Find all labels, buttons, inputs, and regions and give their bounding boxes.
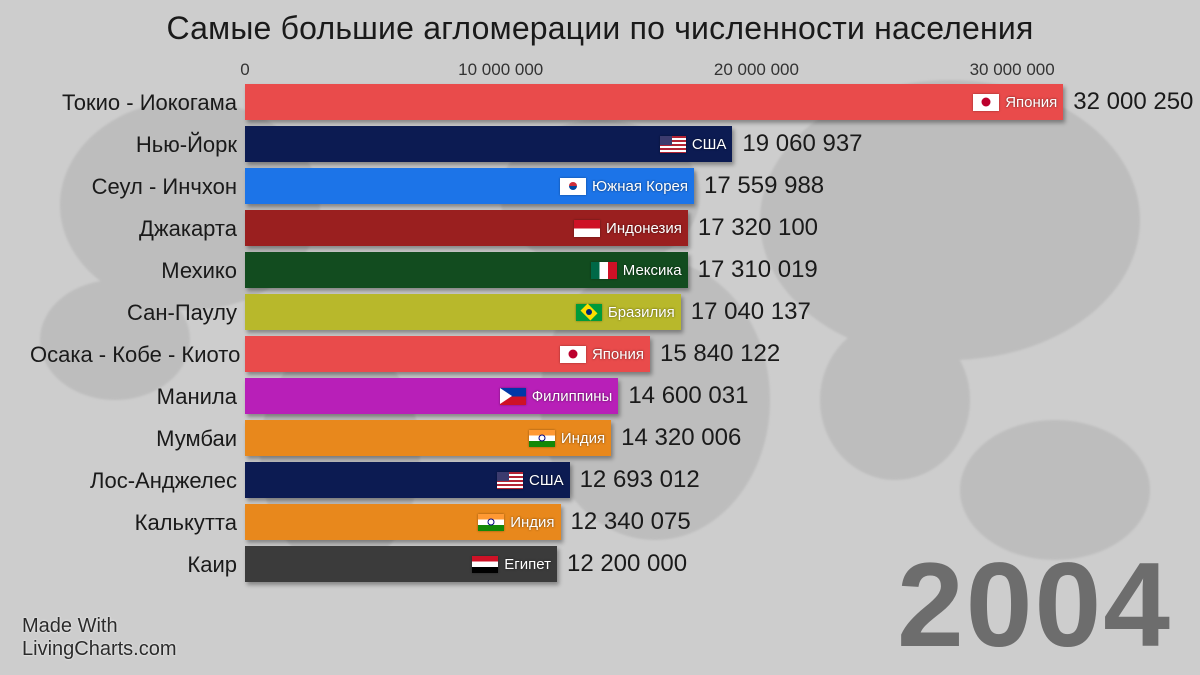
bar: Индия <box>245 504 561 540</box>
bar-row: Сан-Паулу Бразилия 17 040 137 <box>30 292 1140 334</box>
value-label: 17 320 100 <box>698 214 818 242</box>
br-flag-icon <box>576 304 602 321</box>
country-label: Филиппины <box>532 388 613 405</box>
city-label: Калькутта <box>30 510 245 536</box>
axis-tick: 20 000 000 <box>714 60 799 80</box>
bar-row: Токио - ИокогамаЯпония32 000 250 <box>30 82 1140 124</box>
bar-wrap: Япония 15 840 122 <box>245 334 1140 376</box>
bar-row: Нью-Йорк США 19 060 937 <box>30 124 1140 166</box>
city-label: Джакарта <box>30 216 245 242</box>
bar: Индонезия <box>245 210 688 246</box>
id-flag-icon <box>574 220 600 237</box>
axis-tick: 30 000 000 <box>970 60 1055 80</box>
eg-flag-icon <box>472 556 498 573</box>
bar-row: Мумбаи Индия 14 320 006 <box>30 418 1140 460</box>
bar-wrap: Мексика 17 310 019 <box>245 250 1140 292</box>
country-label: Индия <box>561 430 605 447</box>
ph-flag-icon <box>500 388 526 405</box>
bar: Япония <box>245 336 650 372</box>
country-label: Мексика <box>623 262 682 279</box>
bar: США <box>245 462 570 498</box>
value-label: 12 693 012 <box>580 466 700 494</box>
in-flag-icon <box>529 430 555 447</box>
us-flag-icon <box>660 136 686 153</box>
axis-tick: 0 <box>240 60 249 80</box>
value-label: 15 840 122 <box>660 340 780 368</box>
bar-wrap: США 19 060 937 <box>245 124 1140 166</box>
bar: Индия <box>245 420 611 456</box>
watermark: Made With LivingCharts.com <box>22 615 177 661</box>
bar: Бразилия <box>245 294 681 330</box>
country-label: Южная Корея <box>592 178 688 195</box>
bar-wrap: Бразилия 17 040 137 <box>245 292 1140 334</box>
value-label: 12 340 075 <box>571 508 691 536</box>
bar: Мексика <box>245 252 688 288</box>
city-label: Лос-Анджелес <box>30 468 245 494</box>
city-label: Каир <box>30 552 245 578</box>
value-label: 12 200 000 <box>567 550 687 578</box>
value-label: 17 040 137 <box>691 298 811 326</box>
watermark-line2: LivingCharts.com <box>22 638 177 660</box>
country-label: Индия <box>510 514 554 531</box>
kr-flag-icon <box>560 178 586 195</box>
bar-row: Мехико Мексика 17 310 019 <box>30 250 1140 292</box>
year-label: 2004 <box>897 545 1172 665</box>
city-label: Мехико <box>30 258 245 284</box>
city-label: Нью-Йорк <box>30 132 245 158</box>
country-label: Индонезия <box>606 220 682 237</box>
bar-wrap: Индонезия 17 320 100 <box>245 208 1140 250</box>
value-label: 17 310 019 <box>698 256 818 284</box>
bar-row: Лос-Анджелес США 12 693 012 <box>30 460 1140 502</box>
city-label: Сан-Паулу <box>30 300 245 326</box>
in-flag-icon <box>478 514 504 531</box>
bar-wrap: Филиппины 14 600 031 <box>245 376 1140 418</box>
city-label: Мумбаи <box>30 426 245 452</box>
bar-row: Сеул - Инчхон Южная Корея 17 559 988 <box>30 166 1140 208</box>
us-flag-icon <box>497 472 523 489</box>
country-label: Египет <box>504 556 551 573</box>
value-label: 17 559 988 <box>704 172 824 200</box>
axis-tick: 10 000 000 <box>458 60 543 80</box>
city-label: Осака - Кобе - Киото <box>30 342 245 368</box>
bar-wrap: США 12 693 012 <box>245 460 1140 502</box>
bar: Египет <box>245 546 557 582</box>
x-axis: 0 10 000 000 20 000 000 30 000 000 <box>30 60 1140 82</box>
bar-wrap: Япония32 000 250 <box>245 82 1140 124</box>
value-label: 19 060 937 <box>742 130 862 158</box>
bar-row: Манила Филиппины 14 600 031 <box>30 376 1140 418</box>
value-label: 32 000 250 <box>1073 88 1193 116</box>
value-label: 14 600 031 <box>628 382 748 410</box>
bar: Япония <box>245 84 1063 120</box>
mx-flag-icon <box>591 262 617 279</box>
bar: Филиппины <box>245 378 618 414</box>
jp-flag-icon <box>973 94 999 111</box>
country-label: США <box>529 472 564 489</box>
country-label: США <box>692 136 727 153</box>
bar-wrap: Индия 14 320 006 <box>245 418 1140 460</box>
bar-row: Джакарта Индонезия 17 320 100 <box>30 208 1140 250</box>
watermark-line1: Made With <box>22 615 118 637</box>
chart-title: Самые большие агломерации по численности… <box>0 10 1200 47</box>
country-label: Япония <box>592 346 644 363</box>
bar-wrap: Южная Корея 17 559 988 <box>245 166 1140 208</box>
city-label: Манила <box>30 384 245 410</box>
bar: США <box>245 126 732 162</box>
bar-row: Осака - Кобе - Киото Япония 15 840 122 <box>30 334 1140 376</box>
jp-flag-icon <box>560 346 586 363</box>
bar: Южная Корея <box>245 168 694 204</box>
city-label: Токио - Иокогама <box>30 90 245 116</box>
country-label: Бразилия <box>608 304 675 321</box>
country-label: Япония <box>1005 94 1057 111</box>
city-label: Сеул - Инчхон <box>30 174 245 200</box>
value-label: 14 320 006 <box>621 424 741 452</box>
